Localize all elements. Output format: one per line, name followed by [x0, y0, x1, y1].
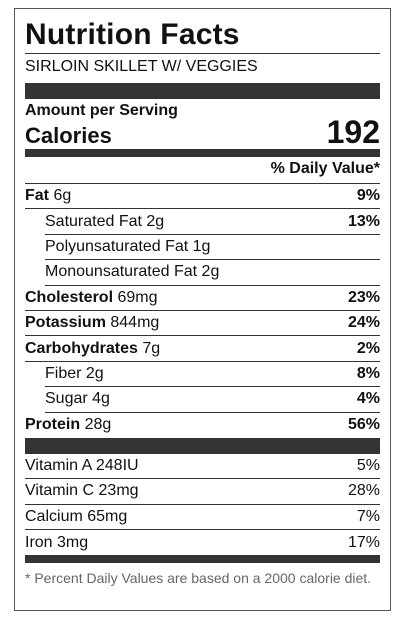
amount-per-serving: Amount per Serving [25, 102, 178, 119]
divider-medium [25, 555, 380, 564]
vitamin-dv: 28% [347, 482, 380, 500]
nutrient-name: Fat [25, 187, 49, 205]
nutrient-row-fat: Fat 6g 9% [25, 184, 380, 210]
divider-medium [25, 149, 380, 157]
nutrient-dv: 9% [356, 187, 380, 205]
recipe-name: SIRLOIN SKILLET W/ VEGGIES [25, 53, 380, 79]
daily-value-header: % Daily Value* [25, 157, 380, 184]
nutrient-amount: 7g [142, 339, 161, 357]
vitamin-name: Calcium [25, 507, 83, 525]
nutrient-name: Carbohydrates [25, 339, 138, 357]
nutrient-amount: 844mg [110, 314, 160, 332]
vitamin-amount: 23mg [98, 482, 139, 500]
nutrient-amount: 2g [201, 263, 220, 281]
nutrient-row-sugar: Sugar 4g 4% [45, 387, 380, 413]
calories-row: Calories 192 [25, 115, 380, 149]
nutrient-amount: 69mg [117, 288, 158, 306]
nutrient-name: Sugar [45, 390, 88, 408]
vitamin-row-calcium: Calcium 65mg 7% [25, 505, 380, 531]
nutrient-name: Potassium [25, 314, 106, 332]
nutrient-row-polyunsaturated-fat: Polyunsaturated Fat 1g [45, 235, 380, 261]
label-title: Nutrition Facts [25, 18, 240, 51]
nutrient-amount: 1g [192, 237, 211, 255]
nutrient-name: Polyunsaturated Fat [45, 237, 189, 255]
nutrient-amount: 28g [84, 416, 112, 434]
nutrient-amount: 2g [85, 364, 104, 382]
vitamin-dv: 7% [356, 507, 380, 525]
nutrition-facts-label: Nutrition Facts SIRLOIN SKILLET W/ VEGGI… [14, 8, 391, 611]
divider-thick [25, 83, 380, 99]
nutrient-dv: 56% [347, 416, 380, 434]
vitamin-name: Vitamin C [25, 482, 95, 500]
divider-thick [25, 437, 380, 454]
vitamin-name: Iron [25, 533, 53, 551]
vitamin-dv: 17% [347, 533, 380, 551]
nutrient-dv: 24% [347, 314, 380, 332]
nutrient-amount: 6g [53, 187, 72, 205]
vitamin-row-vitamin-a: Vitamin A 248IU 5% [25, 454, 380, 480]
nutrient-name: Fiber [45, 364, 82, 382]
vitamins-section: Vitamin A 248IU 5% Vitamin C 23mg 28% Ca… [25, 454, 380, 556]
nutrient-dv: 23% [347, 288, 380, 306]
vitamin-name: Vitamin A [25, 457, 92, 475]
nutrient-dv: 8% [356, 364, 380, 382]
vitamin-row-iron: Iron 3mg 17% [25, 530, 380, 555]
vitamin-row-vitamin-c: Vitamin C 23mg 28% [25, 479, 380, 505]
nutrient-dv: 4% [356, 390, 380, 408]
vitamin-amount: 3mg [57, 533, 89, 551]
nutrient-name: Saturated Fat [45, 212, 142, 230]
vitamin-dv: 5% [356, 457, 380, 475]
vitamin-amount: 65mg [87, 507, 128, 525]
daily-value-footnote: * Percent Daily Values are based on a 20… [25, 570, 372, 587]
nutrient-row-monounsaturated-fat: Monounsaturated Fat 2g [45, 260, 380, 286]
nutrient-row-carbohydrates: Carbohydrates 7g 2% [25, 336, 380, 362]
nutrient-row-saturated-fat: Saturated Fat 2g 13% [45, 209, 380, 235]
nutrient-row-cholesterol: Cholesterol 69mg 23% [25, 286, 380, 311]
nutrient-row-fiber: Fiber 2g 8% [45, 362, 380, 388]
nutrient-name: Protein [25, 416, 81, 434]
nutrient-amount: 2g [146, 212, 165, 230]
nutrient-row-potassium: Potassium 844mg 24% [25, 311, 380, 337]
calories-label: Calories [25, 123, 112, 148]
nutrient-row-protein: Protein 28g 56% [25, 413, 380, 438]
nutrient-dv: 13% [347, 212, 380, 230]
nutrient-name: Monounsaturated Fat [45, 263, 198, 281]
calories-value: 192 [326, 114, 380, 150]
nutrient-dv: 2% [356, 339, 380, 357]
nutrient-amount: 4g [92, 390, 110, 408]
nutrient-name: Cholesterol [25, 288, 114, 306]
vitamin-amount: 248IU [95, 457, 139, 475]
